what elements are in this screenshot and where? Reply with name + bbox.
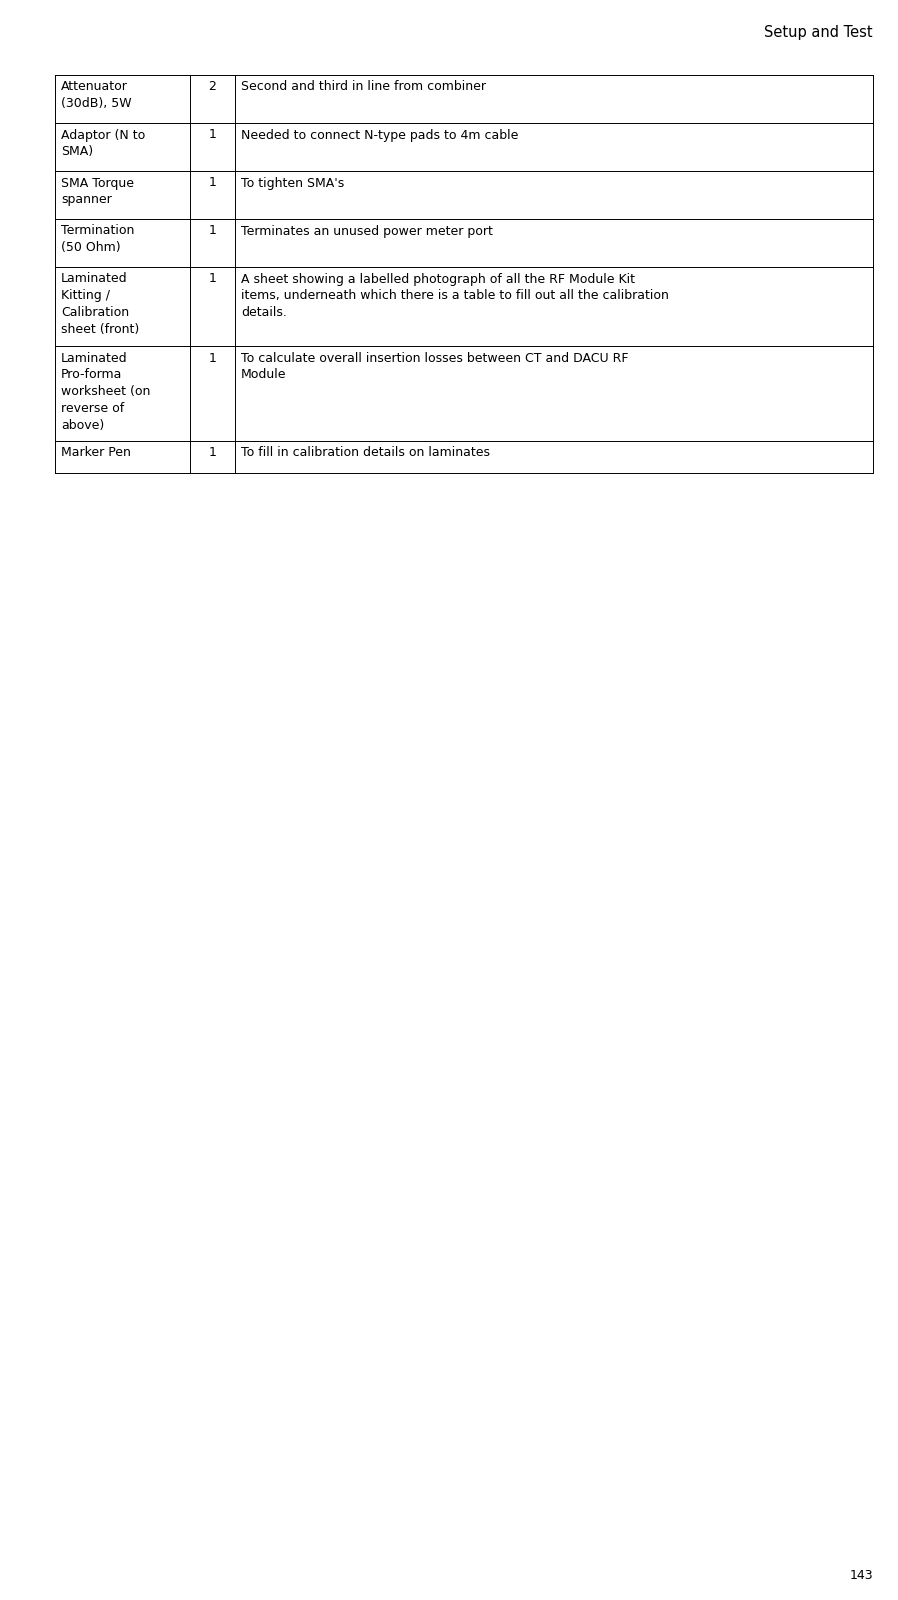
Text: Terminates an unused power meter port: Terminates an unused power meter port — [241, 224, 493, 237]
Text: Attenuator
(30dB), 5W: Attenuator (30dB), 5W — [61, 80, 132, 110]
Text: Adaptor (N to
SMA): Adaptor (N to SMA) — [61, 128, 145, 158]
Text: 1: 1 — [208, 176, 216, 189]
Text: Termination
(50 Ohm): Termination (50 Ohm) — [61, 224, 135, 254]
Text: To tighten SMA's: To tighten SMA's — [241, 176, 344, 189]
Text: 1: 1 — [208, 352, 216, 365]
Text: Second and third in line from combiner: Second and third in line from combiner — [241, 80, 486, 93]
Text: 143: 143 — [850, 1570, 873, 1582]
Text: Marker Pen: Marker Pen — [61, 446, 131, 459]
Text: Setup and Test: Setup and Test — [764, 26, 873, 40]
Text: 1: 1 — [208, 224, 216, 237]
Text: 1: 1 — [208, 272, 216, 285]
Text: 1: 1 — [208, 446, 216, 459]
Text: A sheet showing a labelled photograph of all the RF Module Kit
items, underneath: A sheet showing a labelled photograph of… — [241, 272, 669, 320]
Text: Laminated
Kitting /
Calibration
sheet (front): Laminated Kitting / Calibration sheet (f… — [61, 272, 139, 336]
Text: 1: 1 — [208, 128, 216, 141]
Text: 2: 2 — [208, 80, 216, 93]
Text: To calculate overall insertion losses between CT and DACU RF
Module: To calculate overall insertion losses be… — [241, 352, 629, 381]
Text: Laminated
Pro-forma
worksheet (on
reverse of
above): Laminated Pro-forma worksheet (on revers… — [61, 352, 150, 432]
Text: Needed to connect N-type pads to 4m cable: Needed to connect N-type pads to 4m cabl… — [241, 128, 518, 141]
Text: SMA Torque
spanner: SMA Torque spanner — [61, 176, 134, 206]
Text: To fill in calibration details on laminates: To fill in calibration details on lamina… — [241, 446, 490, 459]
